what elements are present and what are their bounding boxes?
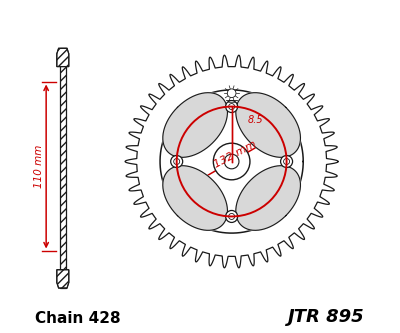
Polygon shape [236, 93, 300, 157]
Polygon shape [57, 48, 69, 67]
Polygon shape [60, 48, 66, 288]
Circle shape [229, 213, 235, 219]
Circle shape [226, 210, 238, 222]
Polygon shape [163, 166, 228, 230]
Circle shape [226, 101, 238, 113]
Text: 8.5: 8.5 [248, 115, 264, 125]
Circle shape [284, 159, 290, 165]
Circle shape [171, 156, 183, 167]
Polygon shape [125, 55, 338, 268]
Text: Chain 428: Chain 428 [35, 311, 121, 326]
Text: 110 mm: 110 mm [34, 145, 44, 188]
Circle shape [213, 143, 250, 180]
Circle shape [224, 154, 239, 169]
Text: 132 mm: 132 mm [212, 140, 258, 170]
Text: JTR 895: JTR 895 [288, 308, 365, 326]
Polygon shape [163, 93, 228, 157]
Circle shape [227, 89, 236, 98]
Polygon shape [236, 166, 300, 230]
Circle shape [280, 156, 292, 167]
Circle shape [174, 159, 180, 165]
Polygon shape [57, 270, 69, 288]
Circle shape [229, 104, 235, 110]
